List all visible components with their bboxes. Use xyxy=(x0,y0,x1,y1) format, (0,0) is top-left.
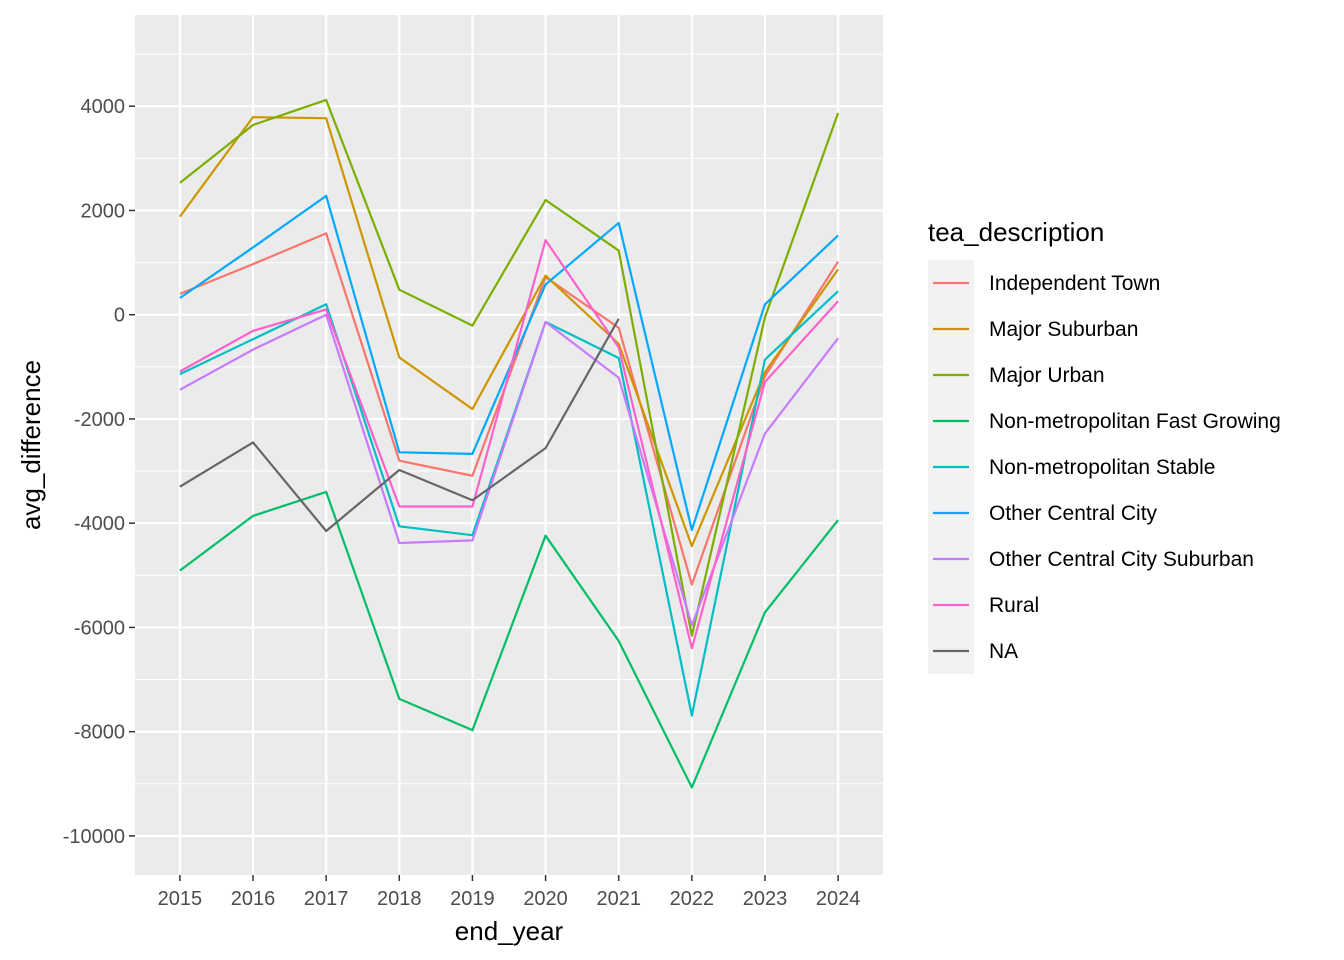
series-line-rural xyxy=(179,239,839,650)
legend-title: tea_description xyxy=(928,217,1104,247)
legend-label-rural: Rural xyxy=(989,594,1039,617)
y-tick-label: 0 xyxy=(114,305,125,327)
y-tick-label: -8000 xyxy=(74,722,125,744)
legend-label-other-central-city-suburban: Other Central City Suburban xyxy=(989,548,1254,571)
y-tick-label: -10000 xyxy=(63,826,125,848)
x-tick-label: 2024 xyxy=(816,888,861,910)
legend-label-na: NA xyxy=(989,640,1018,663)
y-tick-label: -4000 xyxy=(74,513,125,535)
series-line-na xyxy=(179,318,620,533)
major-gridlines xyxy=(135,15,883,875)
x-tick-label: 2022 xyxy=(670,888,715,910)
x-tick-label: 2016 xyxy=(231,888,276,910)
legend-label-non-metropolitan-stable: Non-metropolitan Stable xyxy=(989,456,1215,479)
series-line-non-metropolitan-fast-growing xyxy=(179,490,839,789)
series-line-major-urban xyxy=(179,98,840,637)
legend-label-major-suburban: Major Suburban xyxy=(989,318,1138,341)
series-line-major-suburban xyxy=(178,116,840,548)
legend-label-non-metropolitan-fast-growing: Non-metropolitan Fast Growing xyxy=(989,410,1281,433)
x-axis-title: end_year xyxy=(455,916,564,946)
y-tick-label: -2000 xyxy=(74,409,125,431)
y-tick-label: 2000 xyxy=(81,200,126,222)
x-tick-label: 2018 xyxy=(377,888,422,910)
legend-label-major-urban: Major Urban xyxy=(989,364,1105,387)
series-line-other-central-city-suburban xyxy=(179,313,839,627)
x-tick-label: 2020 xyxy=(523,888,568,910)
series-line-other-central-city xyxy=(179,194,839,532)
y-tick-label: 4000 xyxy=(81,96,126,118)
x-tick-label: 2019 xyxy=(450,888,495,910)
y-axis: 4000 2000 0 -2000 -4000 -6000 -8000 -10000 xyxy=(63,96,135,848)
x-tick-label: 2015 xyxy=(158,888,203,910)
legend: tea_description Independent Town Major Su… xyxy=(928,217,1281,674)
x-tick-label: 2021 xyxy=(596,888,641,910)
x-tick-label: 2017 xyxy=(304,888,349,910)
y-tick-label: -6000 xyxy=(74,617,125,639)
legend-label-independent-town: Independent Town xyxy=(989,272,1160,295)
x-axis: 2015 2016 2017 2018 2019 2020 2021 2022 2023 2024 xyxy=(158,875,861,910)
series-lines xyxy=(178,98,840,789)
legend-label-other-central-city: Other Central City xyxy=(989,502,1158,525)
x-tick-label: 2023 xyxy=(743,888,788,910)
y-axis-title: avg_difference xyxy=(16,360,46,530)
